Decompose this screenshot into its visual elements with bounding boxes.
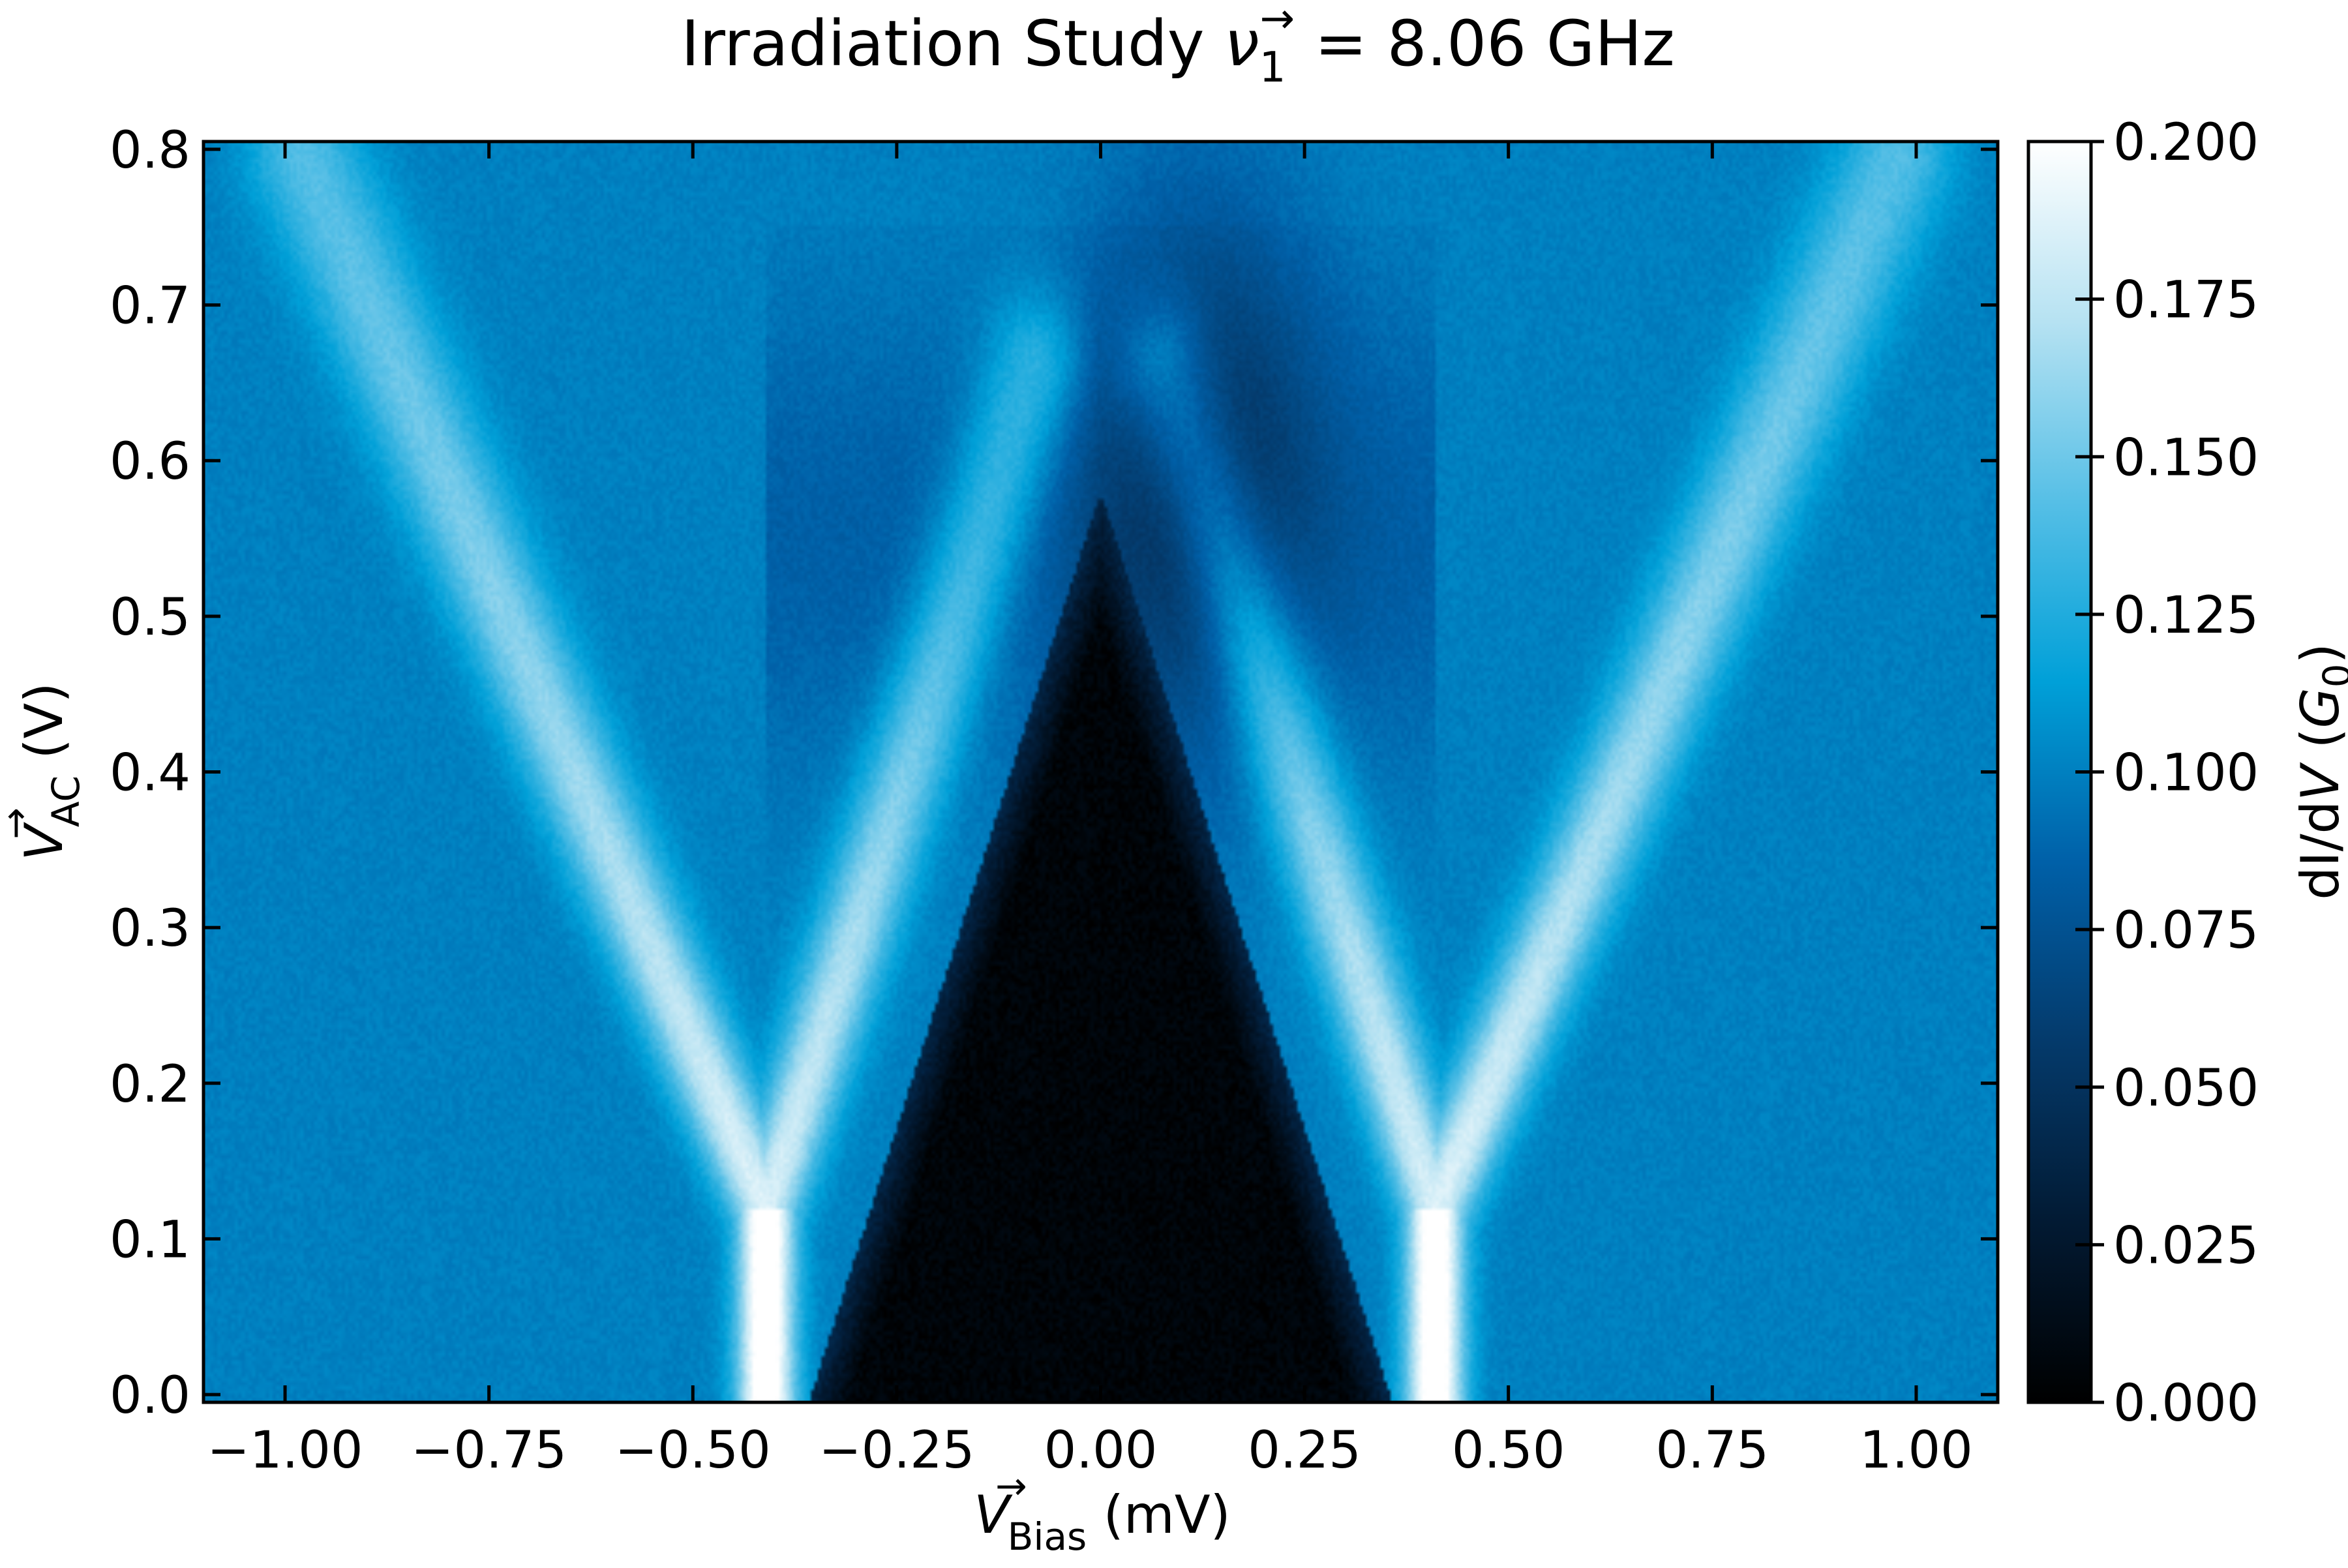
x-tick-label: 0.00 xyxy=(1044,1421,1158,1480)
x-tick-label: 0.75 xyxy=(1656,1421,1769,1480)
x-tick-label: −0.25 xyxy=(819,1421,974,1480)
x-axis-ticks: −1.00 −0.75 −0.50 −0.25 0.00 0.25 0.50 0.75 1.00 xyxy=(207,142,1973,1480)
y-tick-label: 0.1 xyxy=(110,1211,190,1269)
y-tick-label: 0.2 xyxy=(110,1055,190,1114)
x-tick-label: 1.00 xyxy=(1859,1421,1973,1480)
x-axis-label: V→ Bias (mV) xyxy=(974,1464,1231,1559)
y-axis-ticks: 0.0 0.1 0.2 0.3 0.4 0.5 0.6 0.7 0.8 xyxy=(110,121,1998,1425)
y-tick-label: 0.5 xyxy=(110,588,190,647)
colorbar-label: dI/dV (G0) xyxy=(2290,643,2348,900)
colorbar-tick-label: 0.000 xyxy=(2113,1374,2259,1433)
x-tick-label: 0.50 xyxy=(1452,1421,1565,1480)
colorbar-tick-label: 0.175 xyxy=(2113,271,2259,330)
colorbar-tick-label: 0.200 xyxy=(2113,113,2259,172)
x-tick-label: −0.75 xyxy=(411,1421,567,1480)
y-tick-label: 0.8 xyxy=(110,121,190,180)
x-tick-label: 0.25 xyxy=(1248,1421,1361,1480)
y-tick-label: 0.7 xyxy=(110,277,190,336)
y-tick-label: 0.6 xyxy=(110,432,190,491)
colorbar-tick-label: 0.150 xyxy=(2113,429,2259,487)
heatmap-image xyxy=(203,142,1998,1402)
colorbar-ticks: 0.000 0.025 0.050 0.075 0.100 0.125 0.150 0.175… xyxy=(2075,113,2259,1433)
y-tick-label: 0.0 xyxy=(110,1366,190,1425)
y-tick-label: 0.4 xyxy=(110,744,190,803)
colorbar-tick-label: 0.100 xyxy=(2113,744,2259,803)
chart-title: Irradiation Study ν1→ = 8.06 GHz xyxy=(681,0,1675,92)
x-tick-label: −1.00 xyxy=(207,1421,363,1480)
x-tick-label: −0.50 xyxy=(615,1421,771,1480)
colorbar-tick-label: 0.125 xyxy=(2113,586,2259,645)
colorbar-tick-label: 0.050 xyxy=(2113,1059,2259,1118)
colorbar-tick-label: 0.075 xyxy=(2113,901,2259,960)
y-tick-label: 0.3 xyxy=(110,899,190,958)
colorbar-tick-label: 0.025 xyxy=(2113,1216,2259,1275)
y-axis-label: V→AC (V) xyxy=(0,682,88,860)
